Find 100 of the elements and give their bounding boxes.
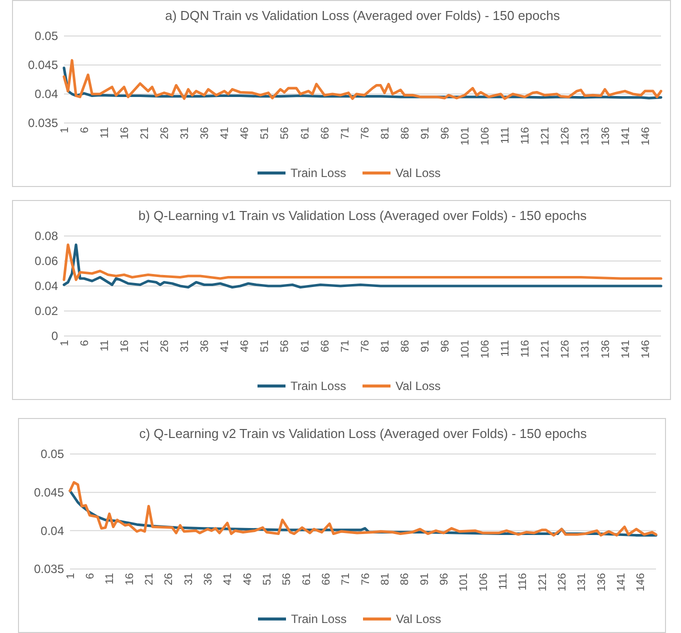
x-tick-label: 131 xyxy=(576,573,588,592)
x-tick-label: 41 xyxy=(222,573,234,586)
line-series xyxy=(62,59,662,100)
y-tick-label: 0.05 xyxy=(40,447,64,462)
x-tick-label: 76 xyxy=(360,573,372,586)
y-tick-label: 0.045 xyxy=(28,58,58,72)
x-tick-label: 146 xyxy=(635,573,648,592)
legend-label: Val Loss xyxy=(396,379,441,394)
x-tick-label: 21 xyxy=(138,127,151,140)
x-tick-label: 91 xyxy=(419,127,432,140)
x-tick-label: 126 xyxy=(556,573,568,592)
x-tick-label: 36 xyxy=(202,573,214,586)
chart-title: a) DQN Train vs Validation Loss (Averaged over Folds) - 150 epochs xyxy=(165,8,560,23)
x-tick-label: 16 xyxy=(124,573,136,586)
x-tick-label: 56 xyxy=(279,127,292,140)
x-tick-label: 51 xyxy=(261,573,274,586)
x-tick-label: 131 xyxy=(580,340,592,358)
y-tick-label: 0.06 xyxy=(34,254,58,268)
x-tick-label: 81 xyxy=(379,573,392,586)
x-tick-label: 66 xyxy=(319,340,332,352)
x-tick-label: 136 xyxy=(600,127,612,146)
x-tick-label: 61 xyxy=(300,573,313,586)
x-tick-label: 146 xyxy=(640,340,652,358)
legend-label: Val Loss xyxy=(396,612,442,626)
x-tick-label: 46 xyxy=(239,127,252,140)
x-tick-label: 86 xyxy=(399,573,412,586)
x-tick-label: 31 xyxy=(179,340,192,352)
x-tick-label: 21 xyxy=(144,573,156,586)
x-tick-label: 141 xyxy=(620,127,632,146)
x-tick-label: 76 xyxy=(359,127,372,140)
legend-label: Val Loss xyxy=(396,166,441,180)
x-tick-label: 6 xyxy=(78,127,91,134)
x-tick-label: 56 xyxy=(281,573,294,586)
x-tick-label: 106 xyxy=(478,573,490,592)
x-tick-label: 61 xyxy=(299,340,312,352)
x-tick-label: 121 xyxy=(540,340,552,358)
x-tick-label: 26 xyxy=(159,127,172,140)
y-tick-label: 0.04 xyxy=(40,524,64,538)
x-tick-label: 111 xyxy=(497,573,510,590)
y-tick-label: 0.04 xyxy=(34,279,58,294)
x-tick-label: 141 xyxy=(620,340,632,358)
x-tick-label: 6 xyxy=(84,573,97,580)
x-tick-label: 116 xyxy=(520,340,532,358)
x-tick-label: 21 xyxy=(138,340,151,352)
x-tick-label: 141 xyxy=(615,573,628,592)
chart-title: c) Q-Learning v2 Train vs Validation Loss (Averaged over Folds) - 150 epochs xyxy=(139,426,588,441)
x-tick-label: 86 xyxy=(399,340,412,352)
x-tick-label: 51 xyxy=(259,340,272,352)
x-tick-label: 1 xyxy=(58,127,71,134)
x-tick-label: 101 xyxy=(460,340,472,358)
x-tick-label: 126 xyxy=(560,340,572,358)
x-tick-label: 31 xyxy=(182,573,195,586)
x-tick-label: 1 xyxy=(64,573,77,580)
line-series xyxy=(68,481,658,537)
x-tick-label: 16 xyxy=(118,127,131,140)
x-tick-label: 131 xyxy=(580,127,592,146)
x-tick-label: 96 xyxy=(438,573,450,586)
x-tick-label: 26 xyxy=(159,340,172,352)
x-tick-label: 96 xyxy=(439,127,452,140)
y-tick-label: 0.045 xyxy=(34,486,64,500)
x-tick-label: 121 xyxy=(540,127,552,146)
x-tick-label: 126 xyxy=(560,127,572,146)
chart-title: b) Q-Learning v1 Train vs Validation Loss (Averaged over Folds) - 150 epochs xyxy=(138,208,588,223)
x-tick-label: 6 xyxy=(78,340,91,346)
x-tick-label: 51 xyxy=(259,127,272,140)
x-tick-label: 36 xyxy=(199,340,212,352)
y-tick-label: 0.05 xyxy=(34,29,58,44)
x-tick-label: 11 xyxy=(98,127,111,138)
legend-label: Train Loss xyxy=(290,166,346,180)
x-tick-label: 91 xyxy=(419,340,432,352)
x-tick-label: 81 xyxy=(379,340,392,352)
x-tick-label: 101 xyxy=(460,127,472,146)
x-tick-label: 71 xyxy=(339,340,352,352)
x-tick-label: 61 xyxy=(299,127,312,140)
y-tick-label: 0.035 xyxy=(34,562,64,576)
x-tick-label: 136 xyxy=(596,573,608,592)
x-tick-label: 116 xyxy=(520,127,532,145)
x-tick-label: 81 xyxy=(379,127,392,140)
line-series xyxy=(62,243,662,289)
y-tick-label: 0 xyxy=(51,329,58,344)
legend-label: Train Loss xyxy=(290,379,346,394)
x-tick-label: 96 xyxy=(439,340,452,352)
x-tick-label: 106 xyxy=(480,340,492,358)
x-tick-label: 46 xyxy=(239,340,252,352)
y-tick-label: 0.035 xyxy=(28,116,58,130)
y-tick-label: 0.04 xyxy=(34,87,58,102)
x-tick-label: 101 xyxy=(458,573,470,592)
x-tick-label: 71 xyxy=(339,127,352,140)
x-tick-label: 121 xyxy=(536,573,549,592)
x-tick-label: 71 xyxy=(340,573,352,586)
x-tick-label: 1 xyxy=(58,340,71,346)
x-tick-label: 66 xyxy=(319,127,332,140)
x-tick-label: 86 xyxy=(399,127,412,140)
x-tick-label: 31 xyxy=(179,127,192,140)
x-tick-label: 11 xyxy=(98,340,111,352)
legend-label: Train Loss xyxy=(291,612,347,626)
line-series xyxy=(62,243,662,282)
y-tick-label: 0.08 xyxy=(34,229,58,244)
x-tick-label: 46 xyxy=(242,573,254,586)
x-tick-label: 111 xyxy=(500,127,512,144)
